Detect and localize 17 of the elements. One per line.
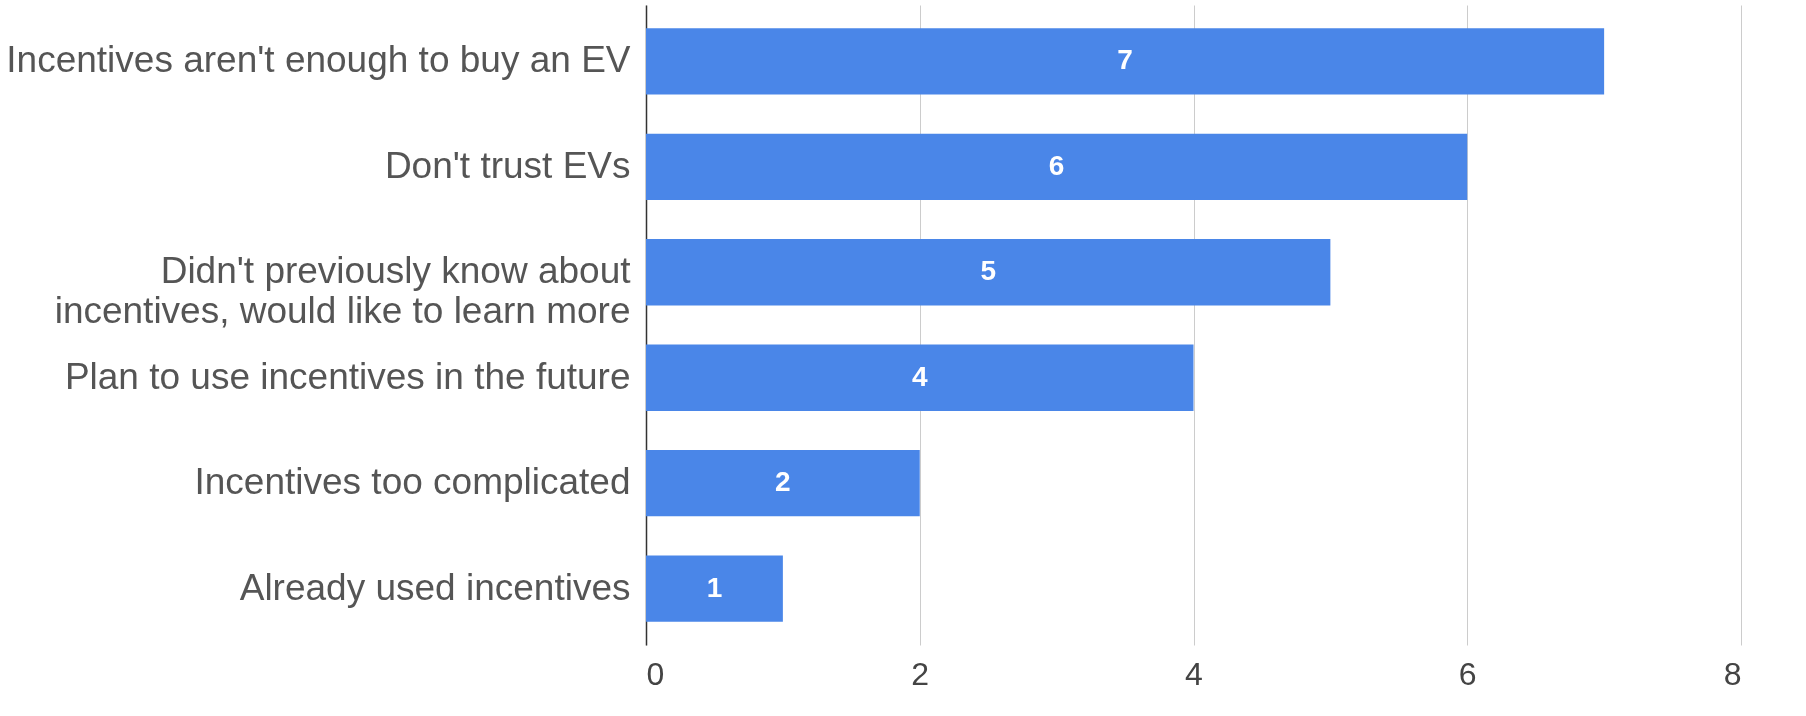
x-tick-label: 2 [911,655,930,692]
data-label: 5 [980,255,996,287]
data-label: 4 [911,360,928,392]
y-tick-label: Didn't previously know about incentives, would like to learn more [54,250,632,332]
y-tick-label: Plan to use incentives in the future [64,355,631,397]
y-tick-label: Don't trust EVs [384,144,631,186]
x-tick-label: 4 [1185,655,1203,692]
data-label: 7 [1117,44,1133,76]
data-label: 6 [1048,149,1065,181]
x-tick-label: 0 [646,655,665,692]
x-tick-label: 8 [1723,655,1742,692]
y-tick-label: Already used incentives [239,566,631,608]
data-label: 1 [706,571,723,603]
data-label: 2 [775,466,791,498]
y-tick-label: Incentives aren't enough to buy an EV [6,39,631,81]
y-tick-label: Incentives too complicated [194,461,631,503]
x-tick-label: 6 [1458,655,1477,692]
